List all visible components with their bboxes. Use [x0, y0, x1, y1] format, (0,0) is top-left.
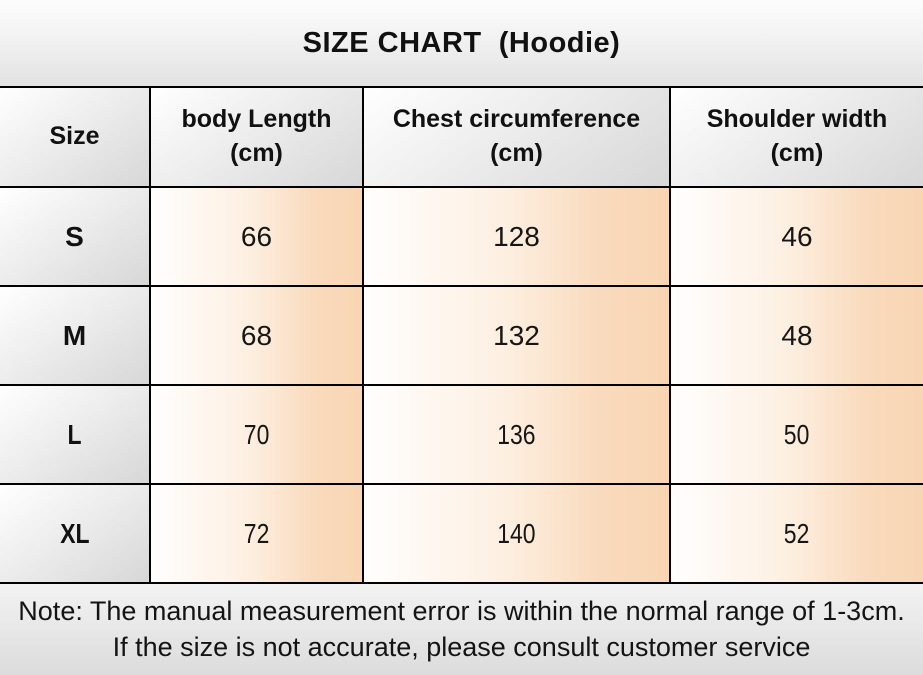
table-row-xl: XL 72 140 52: [0, 483, 923, 584]
size-label-s: S: [0, 186, 151, 287]
body-length-xl: 72: [149, 483, 364, 584]
body-length-l: 70: [149, 384, 364, 485]
measurement-note: Note: The manual measurement error is wi…: [18, 595, 905, 662]
header-chest-circumference: Chest circumference (cm): [362, 86, 671, 188]
chest-circumference-s: 128: [362, 186, 671, 287]
size-label-m: M: [0, 285, 151, 386]
body-length-s: 66: [149, 186, 364, 287]
header-body-length-unit: (cm): [230, 139, 283, 167]
header-size-label: Size: [49, 122, 100, 151]
size-label-xl: XL: [0, 483, 151, 584]
size-label-l: L: [0, 384, 151, 485]
table-row-l: L 70 136 50: [0, 384, 923, 485]
title-band: SIZE CHART (Hoodie): [0, 0, 923, 86]
header-chest-circumference-label: Chest circumference: [392, 105, 641, 134]
shoulder-width-l: 50: [669, 384, 923, 485]
chest-circumference-l: 136: [362, 384, 671, 485]
header-body-length: body Length (cm): [149, 86, 364, 188]
header-chest-circumference-unit: (cm): [490, 139, 543, 167]
table-row-s: S 66 128 46: [0, 186, 923, 287]
page-title: SIZE CHART (Hoodie): [302, 26, 621, 59]
body-length-m: 68: [149, 285, 364, 386]
chest-circumference-xl: 140: [362, 483, 671, 584]
size-chart-table: Size body Length (cm) Chest circumferenc…: [0, 86, 923, 584]
shoulder-width-xl: 52: [669, 483, 923, 584]
shoulder-width-s: 46: [669, 186, 923, 287]
shoulder-width-m: 48: [669, 285, 923, 386]
header-shoulder-width: Shoulder width (cm): [669, 86, 923, 188]
header-size: Size: [0, 86, 151, 188]
header-body-length-label: body Length: [181, 105, 332, 134]
note-band: Note: The manual measurement error is wi…: [0, 584, 923, 675]
header-shoulder-width-label: Shoulder width: [706, 105, 888, 134]
table-row-m: M 68 132 48: [0, 285, 923, 386]
header-row: Size body Length (cm) Chest circumferenc…: [0, 86, 923, 188]
chest-circumference-m: 132: [362, 285, 671, 386]
header-shoulder-width-unit: (cm): [770, 139, 824, 167]
